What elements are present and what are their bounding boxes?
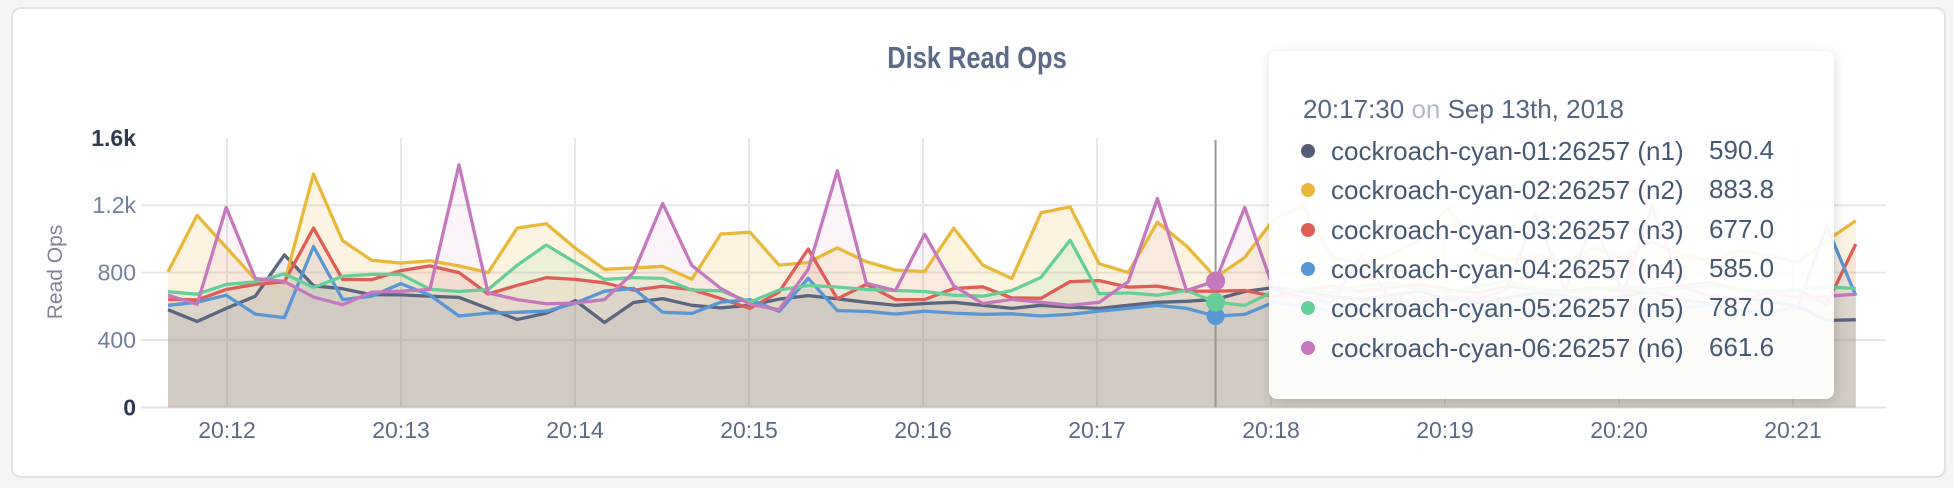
svg-text:0: 0 <box>123 395 136 421</box>
svg-text:Read Ops: Read Ops <box>44 225 67 320</box>
svg-text:1.2k: 1.2k <box>93 192 137 218</box>
svg-text:20:13: 20:13 <box>372 417 430 443</box>
svg-text:400: 400 <box>98 327 136 353</box>
svg-text:800: 800 <box>98 260 136 286</box>
svg-text:20:12: 20:12 <box>198 417 256 443</box>
svg-text:20:17: 20:17 <box>1068 417 1126 443</box>
svg-text:20:19: 20:19 <box>1416 417 1474 443</box>
svg-text:20:20: 20:20 <box>1590 417 1648 443</box>
svg-text:20:18: 20:18 <box>1242 417 1300 443</box>
svg-text:20:16: 20:16 <box>894 417 952 443</box>
svg-text:20:14: 20:14 <box>546 417 604 443</box>
svg-text:1.6k: 1.6k <box>91 125 136 151</box>
svg-text:20:21: 20:21 <box>1764 417 1822 443</box>
svg-text:20:15: 20:15 <box>720 417 778 443</box>
